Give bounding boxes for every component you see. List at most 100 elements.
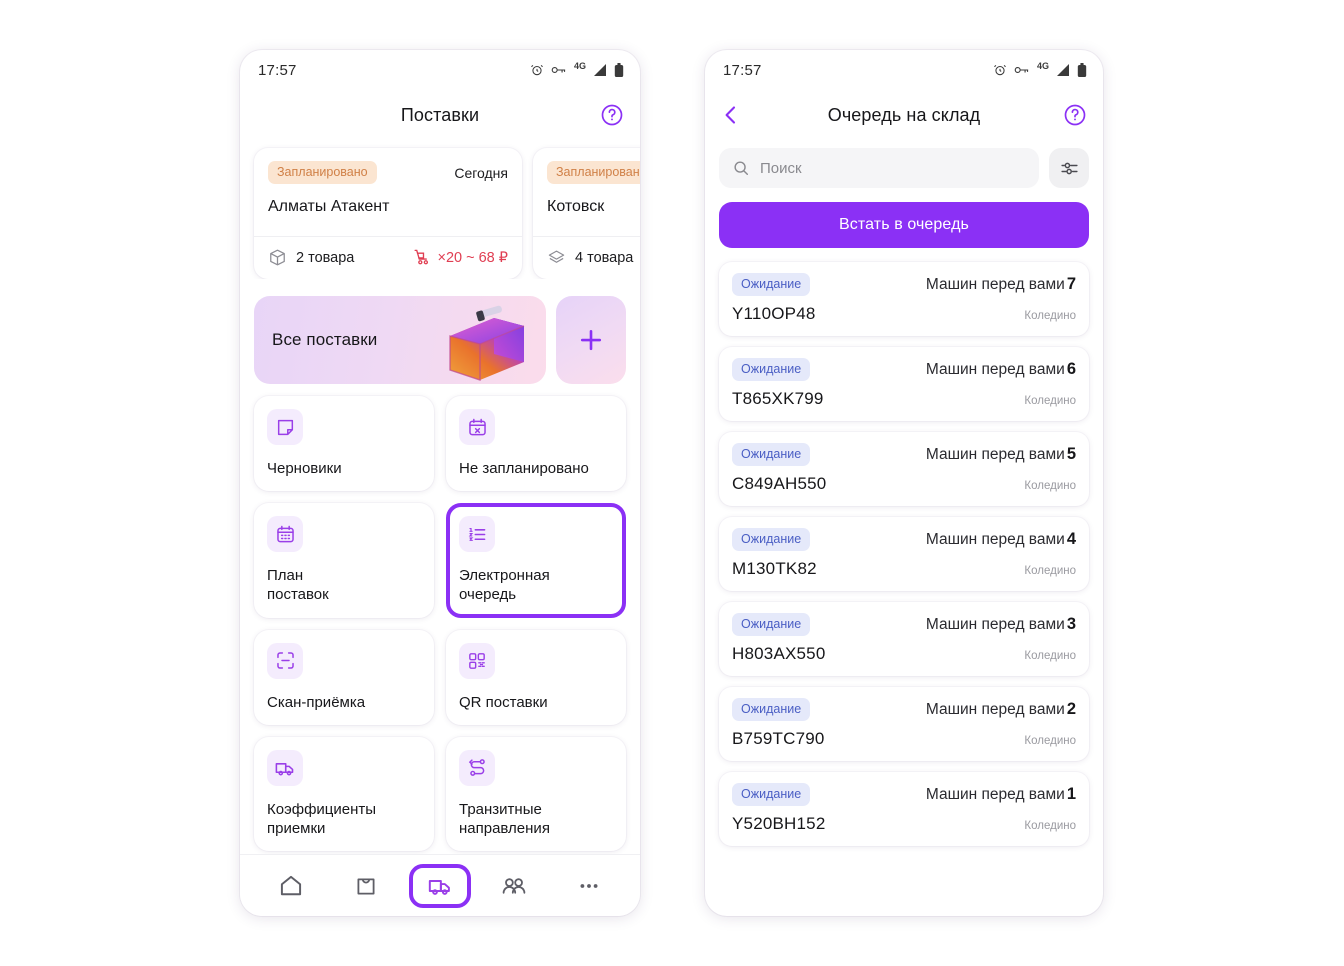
search-input[interactable]: Поиск [719, 148, 1039, 188]
nav-item-more[interactable] [558, 864, 620, 908]
status-bar-icons: 4G [530, 60, 624, 78]
vehicle-plate: M130TK82 [732, 559, 817, 578]
cars-ahead-count: 5 [1066, 445, 1076, 463]
queue-card[interactable]: Ожидание Машин перед вами 3 H803AX550 Коледи… [719, 602, 1089, 676]
warehouse-name: Коледино [1024, 650, 1076, 662]
tile-label: Скан-приёмка [267, 693, 366, 711]
divider [533, 236, 640, 237]
cars-ahead-count: 6 [1066, 360, 1076, 378]
cars-ahead-count: 1 [1066, 785, 1076, 803]
network-type-label: 4G [573, 60, 586, 71]
plus-icon [580, 329, 602, 351]
cars-ahead-label: Машин перед вами [925, 446, 1065, 463]
all-supplies-banner[interactable]: Все поставки [254, 296, 546, 384]
status-badge: Ожидание [732, 613, 811, 636]
truck-icon [428, 879, 450, 895]
join-queue-button[interactable]: Встать в очередь [719, 202, 1089, 248]
queue-card-bottom: H803AX550 Коледино [732, 644, 1076, 664]
search-row: Поиск [705, 140, 1103, 188]
status-badge: Ожидание [732, 528, 811, 551]
search-icon [734, 161, 749, 176]
cars-ahead-label: Машин перед вами [925, 531, 1065, 548]
vehicle-plate: H803AX550 [732, 644, 826, 663]
vehicle-plate: B759TC790 [732, 729, 825, 748]
tile-supply-plan[interactable]: План поставок [254, 503, 434, 618]
vpn-key-icon [1014, 66, 1029, 74]
add-supply-button[interactable] [556, 296, 626, 384]
vpn-key-icon [551, 66, 566, 74]
help-circle-icon[interactable] [1061, 103, 1089, 127]
supply-goods-count: 4 товара [547, 248, 633, 267]
queue-card-top: Ожидание Машин перед вами 6 [732, 358, 1076, 381]
queue-card[interactable]: Ожидание Машин перед вами 6 T865XK799 Коледи… [719, 347, 1089, 421]
note-icon [267, 409, 303, 445]
status-bar-time: 17:57 [723, 61, 762, 79]
grid-row: Скан-приёмка QR поставки [254, 629, 626, 725]
tile-electronic-queue[interactable]: Электронная очередь [446, 503, 626, 618]
queue-card-top: Ожидание Машин перед вами 3 [732, 613, 1076, 636]
alarm-clock-icon [531, 64, 543, 76]
queue-card-top: Ожидание Машин перед вами 5 [732, 443, 1076, 466]
queue-card-top: Ожидание Машин перед вами 1 [732, 783, 1076, 806]
status-badge: Ожидание [732, 358, 811, 381]
top-nav-bar: Поставки [240, 90, 640, 140]
supply-cards-carousel[interactable]: Запланировано Сегодня Алматы Атакент 2 т… [240, 140, 640, 279]
truck-icon [267, 749, 303, 786]
status-badge: Ожидание [732, 783, 811, 806]
supply-card-top: Запланировано Сегодня Алматы Атакент [254, 148, 522, 236]
cars-ahead: Машин перед вами 5 [926, 445, 1076, 464]
nav-item-buyers[interactable] [483, 864, 545, 908]
supply-goods-label: 4 товара [575, 249, 634, 266]
status-badge: Ожидание [732, 443, 811, 466]
top-nav-bar: Очередь на склад [705, 90, 1103, 140]
warehouse-name: Коледино [1024, 565, 1076, 577]
box-icon [270, 249, 285, 266]
status-badge: Запланировано [268, 161, 377, 184]
queue-card[interactable]: Ожидание Машин перед вами 4 M130TK82 Коледин… [719, 517, 1089, 591]
tile-qr-supplies[interactable]: QR поставки [446, 629, 626, 725]
help-circle-icon[interactable] [598, 103, 626, 127]
nav-item-shop[interactable] [335, 864, 397, 908]
tile-transit-directions[interactable]: Транзитные направления [446, 736, 626, 852]
queue-card[interactable]: Ожидание Машин перед вами 7 Y110OP48 Коледин… [719, 262, 1089, 336]
status-badge: Ожидание [732, 698, 811, 721]
search-placeholder: Поиск [760, 159, 802, 177]
banner-row: Все поставки [240, 279, 640, 384]
divider [254, 236, 522, 237]
grid-row: План поставок Электронная очередь [254, 503, 626, 618]
filter-button[interactable] [1049, 148, 1089, 188]
nav-item-home[interactable] [260, 864, 322, 908]
vehicle-plate: Y520BH152 [732, 814, 826, 833]
status-badge: Ожидание [732, 273, 811, 296]
back-button[interactable] [719, 103, 747, 127]
tile-scan-acceptance[interactable]: Скан-приёмка [254, 629, 434, 725]
status-bar-time: 17:57 [258, 61, 297, 79]
status-bar: 17:57 4G [240, 50, 640, 90]
nav-item-deliveries[interactable] [408, 863, 471, 908]
tile-drafts[interactable]: Черновики [254, 396, 434, 492]
cars-ahead: Машин перед вами 7 [926, 275, 1076, 294]
supply-warehouse-name: Котовск [547, 198, 605, 215]
supply-card[interactable]: Запланировано Котовск 4 товара [533, 148, 640, 279]
warehouse-name: Коледино [1024, 820, 1076, 832]
ellipsis-icon [580, 883, 598, 888]
tile-not-planned[interactable]: Не запланировано [446, 396, 626, 492]
supply-goods-count: 2 товара [268, 248, 354, 267]
queue-card[interactable]: Ожидание Машин перед вами 2 B759TC790 Коледи… [719, 687, 1089, 761]
phone-screen-queue: 17:57 4G Очередь на ск [705, 50, 1103, 916]
cars-ahead-label: Машин перед вами [925, 276, 1065, 293]
battery-icon [1077, 62, 1087, 77]
queue-card[interactable]: Ожидание Машин перед вами 5 C849AH550 Коледи… [719, 432, 1089, 506]
layers-icon [548, 250, 565, 263]
supply-card-footer: 2 товара ×20 ~ 68 ₽ [254, 237, 522, 279]
supply-card[interactable]: Запланировано Сегодня Алматы Атакент 2 т… [254, 148, 522, 279]
cars-ahead: Машин перед вами 1 [926, 785, 1076, 804]
sliders-icon [1060, 162, 1078, 174]
tile-label: План поставок [267, 567, 329, 604]
cars-ahead-count: 2 [1066, 700, 1076, 718]
tile-acceptance-coefficients[interactable]: Коэффициенты приемки [254, 736, 434, 852]
cars-ahead-label: Машин перед вами [925, 616, 1065, 633]
queue-card[interactable]: Ожидание Машин перед вами 1 Y520BH152 Коледи… [719, 772, 1089, 846]
all-supplies-label: Все поставки [272, 330, 378, 349]
scan-frame-icon [267, 642, 303, 679]
